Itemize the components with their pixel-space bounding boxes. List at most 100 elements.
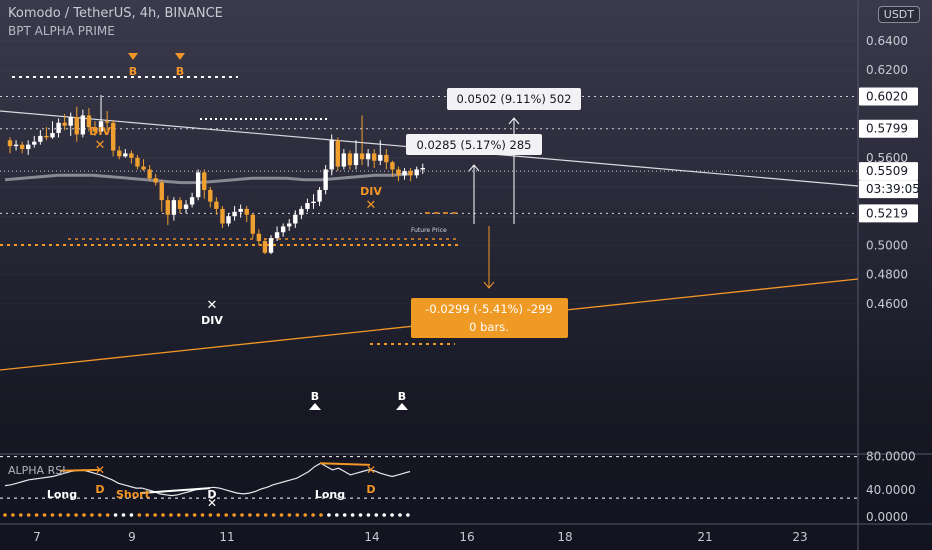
candle (299, 205, 304, 220)
candle (19, 141, 25, 154)
candle-body (104, 121, 110, 123)
rsi-signal-label: Long (47, 488, 77, 501)
rsi-signal-dot (50, 513, 55, 517)
measure-text-short2: 0 bars. (469, 320, 509, 334)
price-tag-top-bg (859, 87, 918, 106)
time-tick: 14 (364, 530, 379, 544)
div-cross-icon: ✕ (366, 198, 377, 213)
symbol-title[interactable]: Komodo / TetherUS, 4h, BINANCE (8, 6, 223, 21)
candle (329, 134, 334, 176)
rsi-signal-dot (42, 513, 47, 517)
candle (110, 119, 116, 157)
time-tick: 7 (33, 530, 41, 544)
candle-body (353, 153, 359, 166)
measure-text-short1: -0.0299 (-5.41%) -299 (425, 302, 552, 316)
candle (135, 154, 140, 170)
candle (262, 238, 268, 255)
indicator-title[interactable]: BPT ALPHA PRIME (8, 24, 115, 38)
candle (86, 108, 92, 132)
rsi-signal-dot (374, 513, 379, 517)
price-tag-lower-bg (859, 204, 918, 223)
div-label: DIV (201, 314, 223, 327)
measure-arrowhead (508, 117, 520, 125)
candle-body (214, 201, 219, 209)
candle (238, 204, 243, 218)
ma-line (4, 172, 411, 185)
rsi-signal-dot (177, 513, 181, 517)
time-tick: 11 (219, 530, 234, 544)
rsi-signal-dot (398, 513, 402, 517)
rsi-signal-dot (58, 513, 63, 517)
rsi-signal-dot (358, 513, 363, 517)
candle-body (50, 132, 55, 138)
candle-body (92, 127, 98, 132)
price-axis[interactable]: 0.6400 0.6200 0.5600 0.5000 0.4800 0.4600 0.60… (859, 34, 920, 524)
candle (220, 205, 225, 228)
candle (250, 213, 255, 239)
rsi-signal-dot (255, 513, 260, 517)
rsi-signal-dot (311, 513, 315, 517)
candle-body (135, 157, 140, 167)
measure-box-long2 (406, 134, 542, 155)
candle-body (62, 122, 67, 126)
candle (32, 135, 37, 148)
rsi-axis-tick: 80.0000 (866, 450, 916, 464)
candle-body (408, 170, 413, 176)
future-price-label: Future Price (411, 227, 447, 234)
rsi-signal-dot (74, 513, 78, 517)
time-tick: 23 (792, 530, 807, 544)
price-tick: 0.4800 (866, 268, 908, 282)
time-axis[interactable]: 7 9 11 14 16 18 21 23 (33, 530, 807, 544)
candle-body (153, 178, 158, 183)
candle-body (293, 214, 298, 224)
rsi-signal-dot (295, 513, 300, 517)
rsi-signal-dot (98, 513, 102, 517)
candle-body (7, 140, 13, 147)
rsi-indicator-label[interactable]: ALPHA RSI (8, 464, 66, 477)
price-tick: 0.5600 (866, 151, 908, 165)
candle-body (183, 204, 189, 209)
time-tick: 9 (128, 530, 136, 544)
rsi-signal-dot (366, 513, 371, 517)
rsi-signal-label: D (366, 483, 375, 496)
rsi-signal-dot (82, 513, 86, 517)
candle (13, 140, 19, 151)
div-cross-icon: ✕ (95, 138, 106, 153)
candle (26, 140, 31, 155)
candle (402, 168, 407, 180)
candle-body (268, 238, 274, 253)
rsi-signal-dot (3, 513, 7, 517)
candle-body (287, 223, 292, 227)
rsi-short-line (139, 487, 211, 495)
candle-body (317, 189, 322, 202)
candle-body (372, 153, 377, 161)
candle (244, 205, 249, 223)
rsi-signal-dot (192, 513, 197, 517)
candle-body (68, 116, 73, 126)
candle (141, 159, 146, 171)
candle-body (311, 201, 316, 204)
candle-body (165, 200, 171, 215)
candle (353, 140, 359, 170)
time-tick: 18 (557, 530, 572, 544)
signal-label: B (311, 390, 319, 403)
candle-body (220, 208, 225, 224)
rsi-signal-dot (11, 513, 15, 517)
measure-box-long1 (447, 88, 581, 110)
candle-body (44, 135, 49, 138)
candle-body (402, 170, 407, 176)
candle (62, 114, 67, 131)
candle (74, 106, 79, 142)
signal-label: B (398, 390, 406, 403)
measure-tools[interactable]: 0.0502 (9.11%) 502 0.0285 (5.17%) 285 -0.0… (406, 88, 581, 338)
rsi-signal-dot (248, 513, 252, 517)
rsi-axis-tick: 0.0000 (866, 510, 908, 524)
candle (408, 168, 413, 182)
price-tag-current-bg (859, 162, 918, 181)
rsi-signal-dot (271, 513, 276, 517)
currency-button[interactable]: USDT (877, 6, 920, 23)
rsi-signal-label: Long (315, 488, 345, 501)
candle (274, 226, 280, 242)
